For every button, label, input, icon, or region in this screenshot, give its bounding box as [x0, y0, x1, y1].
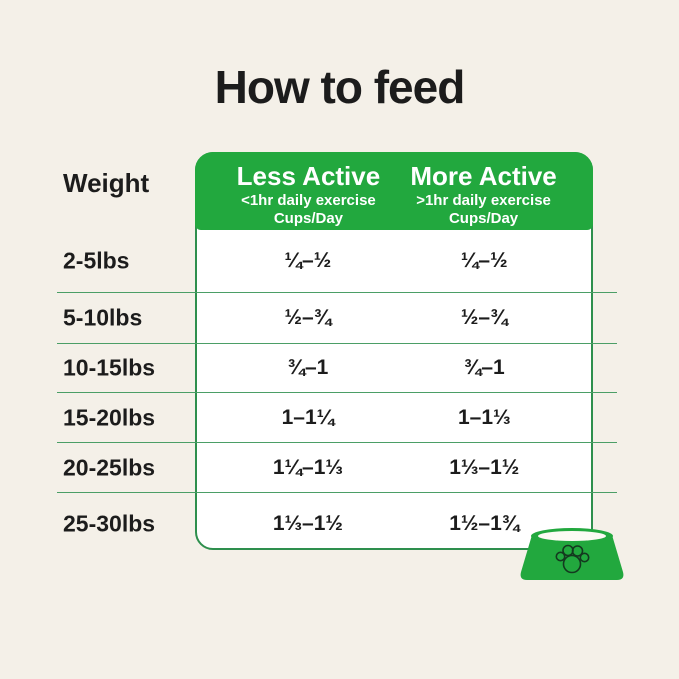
more-active-subtitle: >1hr daily exercise — [416, 191, 551, 209]
more-active-cell: 1⅓–1½ — [449, 455, 520, 479]
weight-cell: 15-20lbs — [63, 404, 156, 430]
table-row: 25-30lbs 1⅓–1½ 1½–1¾ — [57, 493, 617, 555]
less-active-unit: Cups/Day — [273, 210, 344, 228]
table-header: Less Active <1hr daily exercise Cups/Day… — [195, 152, 593, 230]
less-active-cell: 1⅓–1½ — [272, 512, 343, 535]
more-active-cell: ¼–½ — [460, 249, 508, 272]
more-active-cell: ¾–1 — [463, 356, 505, 379]
more-active-title: More Active — [410, 161, 557, 191]
table-row: 2-5lbs ¼–½ ¼–½ — [57, 230, 617, 293]
less-active-cell: ¼–½ — [284, 249, 332, 272]
table-row: 10-15lbs ¾–1 ¾–1 — [57, 344, 617, 393]
weight-cell: 2-5lbs — [63, 247, 130, 274]
weight-cell: 10-15lbs — [63, 354, 156, 381]
less-active-cell: 1¼–1⅓ — [272, 455, 343, 479]
weight-cell: 25-30lbs — [63, 510, 156, 537]
table-row: 15-20lbs 1–1¼ 1–1⅓ — [57, 393, 617, 443]
weight-column-header: Weight — [63, 168, 150, 198]
more-active-cell: 1½–1¾ — [449, 512, 520, 535]
less-active-subtitle: <1hr daily exercise — [241, 191, 376, 209]
less-active-title: Less Active — [236, 161, 381, 191]
weight-cell: 20-25lbs — [63, 454, 156, 480]
less-active-cell: ½–¾ — [284, 306, 332, 329]
weight-cell: 5-10lbs — [63, 304, 143, 331]
column-header-more-active: More Active >1hr daily exercise Cups/Day — [410, 162, 556, 229]
table-row: 5-10lbs ½–¾ ½–¾ — [57, 293, 617, 344]
more-active-cell: 1–1⅓ — [457, 405, 511, 429]
more-active-cell: ½–¾ — [460, 306, 508, 329]
less-active-cell: ¾–1 — [287, 356, 329, 379]
more-active-unit: Cups/Day — [448, 210, 519, 228]
paw-print-icon — [555, 544, 590, 574]
table-row: 20-25lbs 1¼–1⅓ 1⅓–1½ — [57, 443, 617, 493]
less-active-cell: 1–1¼ — [281, 405, 335, 429]
table-body: 2-5lbs ¼–½ ¼–½ 5-10lbs ½–¾ ½–¾ 10-15lbs … — [57, 230, 617, 555]
column-header-less-active: Less Active <1hr daily exercise Cups/Day — [237, 162, 381, 229]
dog-bowl-icon — [517, 526, 627, 586]
page-title: How to feed — [214, 61, 466, 113]
